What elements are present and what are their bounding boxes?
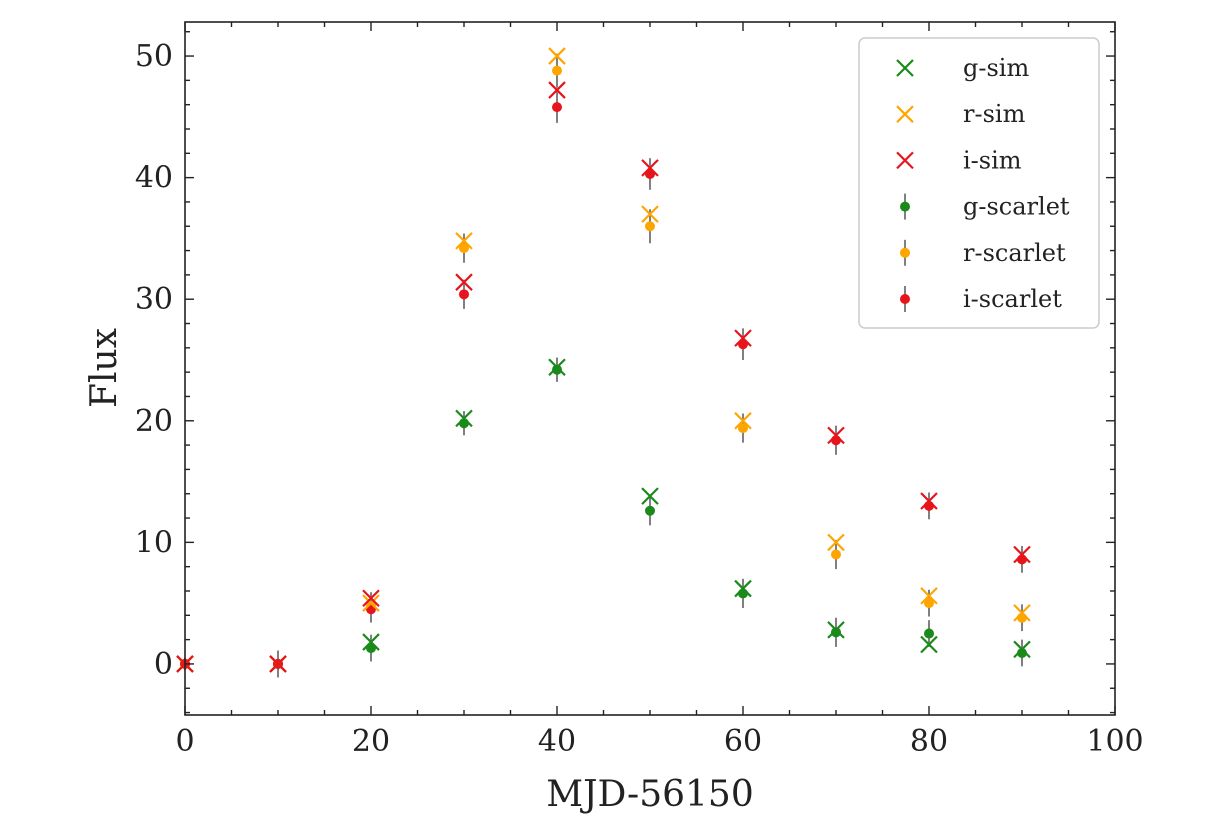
data-markers (176, 47, 1031, 678)
r-sim-legend-marker (896, 105, 914, 123)
legend-box (858, 37, 1100, 329)
x-tick-label: 20 (352, 724, 390, 759)
y-tick-label: 0 (154, 647, 173, 682)
i-scarlet-point (459, 289, 469, 300)
g-scarlet-legend-marker (900, 201, 910, 212)
g-sim-point (548, 358, 566, 377)
y-axis-label: Flux (84, 328, 125, 408)
g-scarlet-point (645, 505, 655, 516)
x-tick-label: 60 (724, 724, 762, 759)
x-tick-label: 40 (538, 724, 576, 759)
g-scarlet-point (552, 364, 562, 375)
g-sim-point (455, 409, 473, 428)
g-sim-series (176, 358, 1031, 673)
axis-ticks (184, 22, 1116, 715)
i-sim-point (269, 655, 287, 673)
legend-label: r-sim (963, 100, 1026, 128)
legend-label: g-scarlet (963, 193, 1070, 221)
legend-label: i-scarlet (963, 285, 1062, 313)
g-sim-point (827, 621, 845, 639)
i-sim-point (548, 81, 566, 99)
r-sim-point (827, 533, 845, 552)
g-sim-point (1013, 640, 1031, 659)
r-scarlet-legend-marker (900, 247, 910, 258)
legend-label: i-sim (963, 146, 1022, 174)
legend-label: r-scarlet (963, 239, 1066, 267)
i-sim-point (920, 492, 938, 510)
i-sim-point (827, 426, 845, 445)
r-sim-point (1013, 604, 1031, 622)
g-scarlet-point (924, 628, 934, 639)
tick-labels: 0 20 40 60 80 100 0 10 20 30 40 50 (135, 39, 1144, 759)
i-sim-point (1013, 545, 1031, 564)
r-scarlet-point (552, 65, 562, 76)
g-scarlet-series (180, 357, 1027, 678)
g-sim-point (734, 579, 752, 598)
g-sim-point (641, 487, 659, 505)
r-sim-point (362, 594, 380, 612)
i-scarlet-legend-marker (900, 294, 910, 304)
x-tick-label: 100 (1086, 724, 1143, 759)
g-sim-point (362, 633, 380, 651)
r-sim-point (734, 412, 752, 430)
y-tick-label: 30 (135, 282, 173, 317)
legend-label: g-sim (963, 54, 1029, 82)
y-tick-label: 10 (135, 525, 173, 560)
r-scarlet-point (831, 549, 841, 560)
i-sim-point (455, 273, 473, 291)
y-tick-label: 50 (135, 39, 173, 74)
i-sim-legend-marker (896, 151, 914, 170)
g-scarlet-point (831, 627, 841, 638)
i-sim-point (641, 159, 659, 177)
r-scarlet-point (924, 598, 934, 609)
x-axis-label: MJD-56150 (546, 774, 754, 815)
r-scarlet-point (459, 243, 469, 254)
r-scarlet-point (738, 423, 748, 434)
y-tick-label: 40 (135, 161, 173, 196)
x-tick-label: 0 (175, 724, 194, 759)
i-sim-series (176, 81, 1031, 673)
y-tick-label: 20 (135, 404, 173, 439)
g-sim-point (920, 635, 938, 654)
i-sim-point (734, 329, 752, 347)
legend: g-sim r-sim i-sim g-scarlet r-scarlet i-scarl… (858, 37, 1100, 329)
i-sim-point (362, 589, 380, 608)
r-sim-point (455, 232, 473, 250)
r-sim-point (920, 587, 938, 605)
x-tick-label: 80 (910, 724, 948, 759)
r-scarlet-point (645, 221, 655, 232)
r-sim-point (548, 47, 566, 65)
r-sim-point (641, 205, 659, 223)
i-scarlet-point (552, 102, 562, 113)
g-sim-legend-marker (896, 59, 914, 77)
